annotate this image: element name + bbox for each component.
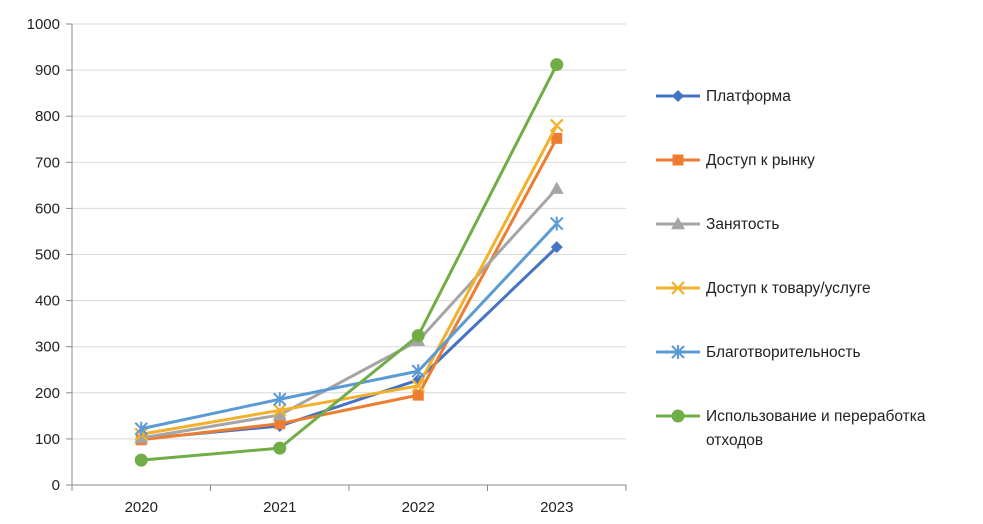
x-tick-label: 2020 bbox=[125, 499, 158, 516]
legend-marker bbox=[672, 90, 684, 102]
series-lines bbox=[134, 58, 564, 467]
data-point bbox=[412, 389, 424, 401]
data-point bbox=[549, 181, 564, 194]
y-tick-label: 700 bbox=[35, 154, 60, 171]
legend: Платформа Доступ к рынку Занятость Доступ к… bbox=[656, 88, 926, 449]
series-line bbox=[141, 187, 558, 440]
y-tick-label: 800 bbox=[35, 108, 60, 125]
data-point bbox=[273, 441, 287, 455]
series-4 bbox=[134, 216, 564, 436]
data-point bbox=[273, 392, 287, 407]
series-line bbox=[140, 222, 558, 431]
data-point bbox=[411, 364, 425, 379]
y-tick-label: 200 bbox=[35, 385, 60, 402]
x-tick-label: 2022 bbox=[402, 499, 435, 516]
legend-label: Использование и переработка отходов bbox=[706, 408, 926, 449]
data-point bbox=[274, 418, 286, 430]
y-tick-label: 100 bbox=[35, 431, 60, 448]
series-5 bbox=[134, 58, 564, 467]
legend-marker bbox=[671, 217, 685, 230]
legend-item-4: Благотворительность bbox=[656, 344, 861, 361]
legend-label: Благотворительность bbox=[706, 344, 861, 361]
data-point bbox=[411, 329, 425, 343]
series-line bbox=[141, 63, 559, 462]
legend-label: Платформа bbox=[706, 88, 791, 105]
y-tick-label: 900 bbox=[35, 62, 60, 79]
legend-item-0: Платформа bbox=[656, 88, 791, 105]
data-point bbox=[550, 216, 564, 231]
data-point bbox=[550, 58, 564, 72]
series-0 bbox=[135, 241, 563, 445]
y-tick-label: 0 bbox=[52, 477, 60, 494]
data-point bbox=[272, 403, 287, 418]
legend-marker bbox=[671, 345, 685, 359]
legend-item-3: Доступ к товару/услуге bbox=[656, 280, 871, 297]
series-line bbox=[140, 124, 559, 436]
x-tick-label: 2023 bbox=[540, 499, 573, 516]
legend-marker bbox=[671, 281, 685, 295]
y-tick-label: 300 bbox=[35, 339, 60, 356]
legend-item-2: Занятость bbox=[656, 216, 779, 233]
y-tick-label: 500 bbox=[35, 247, 60, 264]
tick-labels: 0 100 200 300 400 500 600 700 800 900 1000 2020 2021… bbox=[27, 16, 574, 516]
data-point bbox=[134, 421, 148, 436]
data-point bbox=[272, 407, 287, 421]
legend-item-5: Использование и переработка отходов bbox=[656, 408, 926, 449]
legend-marker bbox=[671, 409, 685, 423]
legend-item-1: Доступ к рынку bbox=[656, 152, 815, 169]
legend-label: Доступ к рынку bbox=[706, 152, 815, 169]
legend-label: Занятость bbox=[706, 216, 779, 233]
data-point bbox=[549, 118, 564, 133]
series-3 bbox=[134, 118, 564, 442]
x-tick-label: 2021 bbox=[263, 499, 296, 516]
y-tick-label: 400 bbox=[35, 293, 60, 310]
data-point bbox=[411, 379, 426, 393]
legend-marker bbox=[672, 154, 684, 166]
data-point bbox=[134, 430, 149, 444]
axes bbox=[66, 23, 627, 491]
data-point bbox=[134, 453, 148, 467]
legend-label: Доступ к товару/услуге bbox=[706, 280, 871, 297]
grid-lines bbox=[72, 23, 626, 440]
y-tick-label: 1000 bbox=[27, 16, 60, 33]
data-point bbox=[551, 132, 563, 144]
data-point bbox=[550, 241, 563, 254]
y-tick-label: 600 bbox=[35, 200, 60, 217]
